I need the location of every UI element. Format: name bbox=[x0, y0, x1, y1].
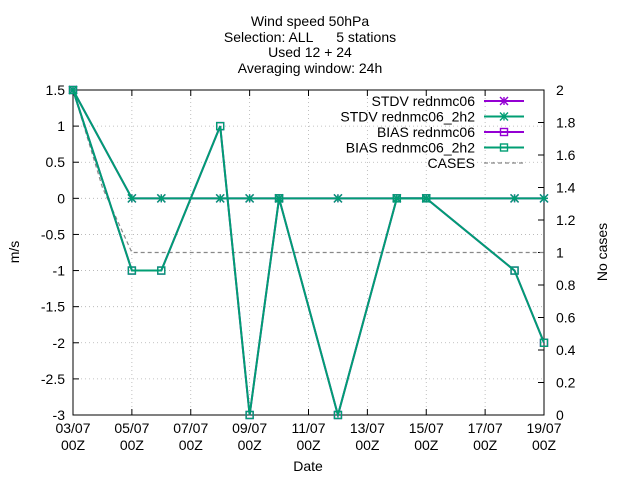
legend-label: STDV rednmc06 bbox=[372, 93, 476, 109]
y-tick-label: -2 bbox=[53, 335, 66, 351]
x-tick-label: 11/07 bbox=[292, 420, 326, 436]
data-point bbox=[68, 85, 78, 95]
y2-tick-label: 1 bbox=[556, 245, 564, 261]
legend-marker bbox=[499, 112, 509, 121]
legend-label: BIAS rednmc06 bbox=[377, 124, 475, 140]
series-1 bbox=[68, 85, 549, 203]
y-tick-label: 1.5 bbox=[46, 82, 66, 98]
y-tick-label: -1 bbox=[53, 263, 66, 279]
y-tick-label: -1.5 bbox=[41, 299, 65, 315]
y2-tick-label: 1.6 bbox=[556, 147, 576, 163]
x-tick-label: 19/07 bbox=[526, 420, 561, 436]
x-tick-label-time: 00Z bbox=[296, 437, 321, 453]
data-point bbox=[392, 194, 402, 203]
y-tick-label: -2.5 bbox=[41, 371, 65, 387]
title-line-2: Selection: ALL 5 stations bbox=[224, 29, 396, 45]
y2-tick-label: 1.2 bbox=[556, 212, 576, 228]
y2-tick-label: 0 bbox=[556, 407, 564, 423]
y2-tick-label: 0.8 bbox=[556, 277, 576, 293]
y2-tick-label: 0.6 bbox=[556, 310, 576, 326]
x-tick-label-time: 00Z bbox=[61, 437, 86, 453]
y-axis-label: m/s bbox=[6, 241, 22, 264]
series-3 bbox=[68, 85, 549, 420]
x-tick-label-time: 00Z bbox=[532, 437, 557, 453]
data-point bbox=[245, 193, 255, 203]
data-point bbox=[274, 194, 284, 203]
data-point bbox=[215, 121, 225, 131]
data-point bbox=[157, 266, 166, 275]
x-tick-label: 05/07 bbox=[114, 420, 149, 436]
y2-tick-label: 1.8 bbox=[556, 115, 576, 131]
legend-marker bbox=[499, 96, 509, 106]
series-line bbox=[72, 89, 545, 419]
legend-label: BIAS rednmc06_2h2 bbox=[346, 140, 475, 156]
x-tick-label: 09/07 bbox=[232, 420, 267, 436]
x-tick-label: 03/07 bbox=[55, 420, 90, 436]
title-line-4: Averaging window: 24h bbox=[238, 60, 383, 76]
data-point bbox=[539, 338, 549, 347]
data-point bbox=[127, 193, 137, 203]
y2-tick-label: 1.4 bbox=[556, 180, 576, 196]
title-line-1: Wind speed 50hPa bbox=[251, 13, 370, 29]
series-4 bbox=[72, 89, 544, 254]
axes: 1.5 1 0.5 0 -0.5 -1 -1.5 -2 -2.5 -3 2 1.8 1.6 1.4 1.2 1… bbox=[41, 82, 576, 453]
x-tick-label: 13/07 bbox=[350, 420, 385, 436]
plot-border bbox=[72, 89, 545, 416]
data-point bbox=[510, 266, 519, 275]
x-tick-label-time: 00Z bbox=[473, 437, 498, 453]
x-tick-label-time: 00Z bbox=[414, 437, 439, 453]
legend-label: STDV rednmc06_2h2 bbox=[340, 109, 475, 125]
x-tick-label-time: 00Z bbox=[355, 437, 380, 453]
legend-marker bbox=[499, 127, 509, 137]
data-point bbox=[215, 193, 225, 203]
y2-tick-label: 0.2 bbox=[556, 375, 576, 391]
data-point bbox=[333, 193, 343, 203]
chart-title: Wind speed 50hPa Selection: ALL 5 statio… bbox=[224, 13, 396, 76]
y2-tick-label: 0.4 bbox=[556, 342, 576, 358]
x-tick-label: 07/07 bbox=[173, 420, 208, 436]
data-point bbox=[156, 193, 166, 203]
series-0 bbox=[68, 85, 549, 203]
y-tick-label: -3 bbox=[53, 407, 66, 423]
series-layer bbox=[68, 85, 549, 420]
series-line bbox=[72, 89, 544, 254]
data-point bbox=[422, 194, 431, 203]
data-point bbox=[539, 193, 549, 203]
legend-marker bbox=[499, 143, 509, 152]
x-tick-label: 15/07 bbox=[409, 420, 444, 436]
y-tick-label: -0.5 bbox=[41, 226, 65, 242]
title-line-3: Used 12 + 24 bbox=[268, 44, 352, 60]
x-tick-label-time: 00Z bbox=[120, 437, 145, 453]
data-point bbox=[245, 410, 254, 420]
data-point bbox=[333, 410, 343, 420]
x-tick-label: 17/07 bbox=[468, 420, 503, 436]
x-tick-label-time: 00Z bbox=[179, 437, 204, 453]
x-tick-label-time: 00Z bbox=[238, 437, 263, 453]
data-point bbox=[510, 193, 520, 203]
legend-label: CASES bbox=[428, 155, 475, 171]
y-tick-label: 0 bbox=[57, 190, 65, 206]
data-point bbox=[127, 266, 137, 275]
y2-tick-label: 2 bbox=[556, 82, 564, 98]
x-axis-label: Date bbox=[293, 458, 323, 474]
y-tick-label: 1 bbox=[57, 118, 65, 134]
y2-axis-label: No cases bbox=[594, 223, 610, 281]
y-tick-label: 0.5 bbox=[46, 154, 66, 170]
